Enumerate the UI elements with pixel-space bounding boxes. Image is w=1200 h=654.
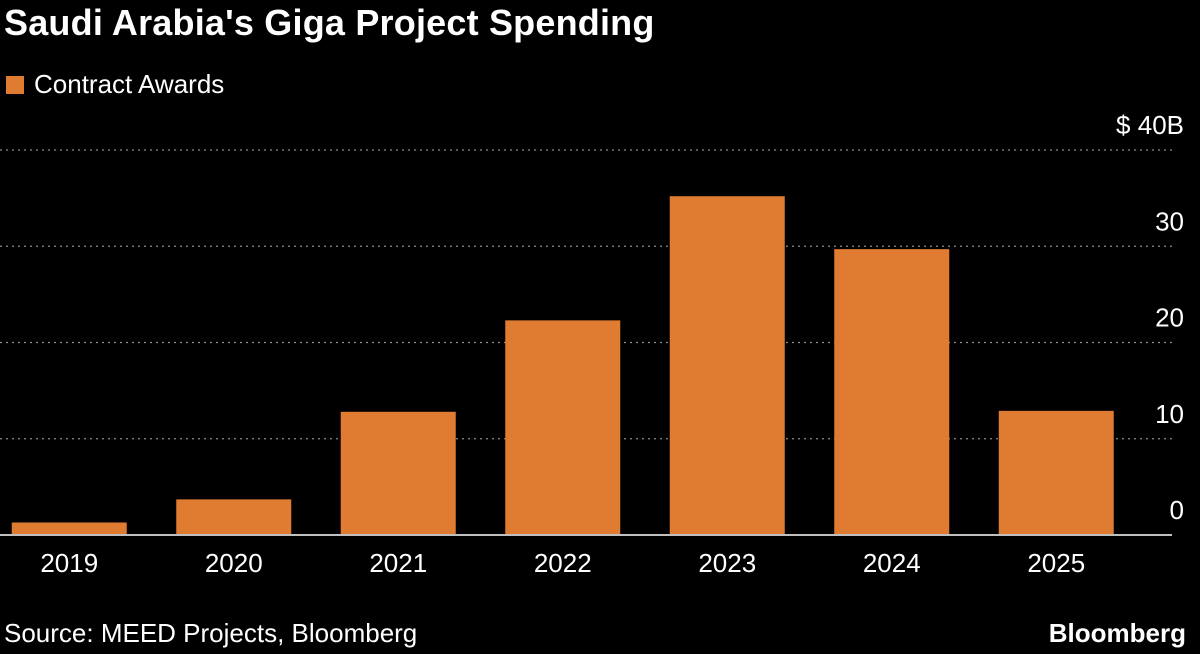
x-tick-label-2020: 2020 [205,548,263,578]
bar-2025 [998,410,1114,535]
legend-label-contract-awards: Contract Awards [34,69,225,99]
x-tick-label-2024: 2024 [863,548,921,578]
source-note: Source: MEED Projects, Bloomberg [4,618,418,648]
bloomberg-logo: Bloomberg [1048,618,1186,648]
y-tick-label-20: 20 [1155,303,1184,333]
x-tick-label-2021: 2021 [369,548,427,578]
bar-2024 [834,249,950,535]
bar-2023 [669,196,785,535]
bar-2022 [505,320,621,535]
x-tick-label-2022: 2022 [534,548,592,578]
y-tick-label-40: $ 40B [1116,110,1184,140]
y-tick-label-30: 30 [1155,206,1184,236]
x-tick-label-2023: 2023 [698,548,756,578]
legend-swatch-contract-awards [6,75,24,94]
y-tick-label-10: 10 [1155,399,1184,429]
x-tick-label-2019: 2019 [40,548,98,578]
chart-title: Saudi Arabia's Giga Project Spending [4,2,655,43]
bar-2021 [340,411,456,535]
y-tick-label-0: 0 [1170,495,1184,525]
bar-2019 [11,522,127,535]
bar-2020 [176,499,292,535]
x-tick-label-2025: 2025 [1027,548,1085,578]
legend: Contract Awards [6,69,224,100]
